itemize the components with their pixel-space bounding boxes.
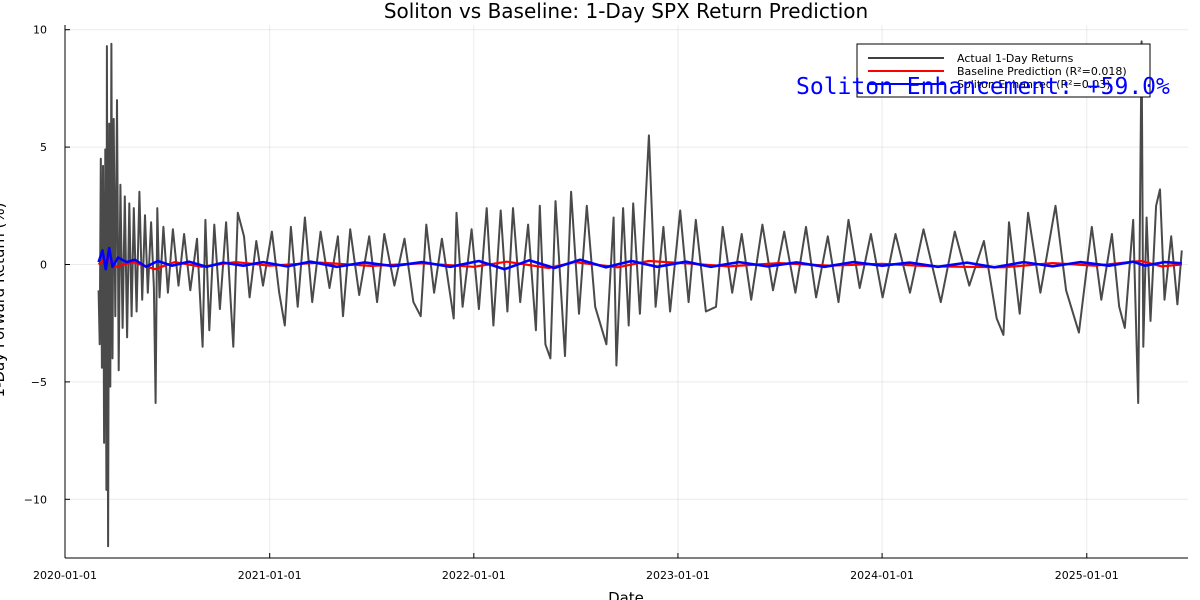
x-tick-label: 2021-01-01 <box>238 569 302 582</box>
x-tick-label: 2024-01-01 <box>850 569 914 582</box>
y-tick-label: −10 <box>24 493 47 506</box>
x-tick-label: 2025-01-01 <box>1055 569 1119 582</box>
y-tick-label: 5 <box>40 141 47 154</box>
x-tick-label: 2020-01-01 <box>33 569 97 582</box>
chart-title: Soliton vs Baseline: 1-Day SPX Return Pr… <box>384 0 868 23</box>
y-tick-label: 0 <box>40 258 47 271</box>
y-axis-label: 1-Day Forward Return (%) <box>0 203 8 398</box>
soliton-enhanced-line <box>97 246 1182 271</box>
x-tick-label: 2023-01-01 <box>646 569 710 582</box>
legend-item-actual-label: Actual 1-Day Returns <box>957 52 1074 65</box>
legend-item-baseline-label: Baseline Prediction (R²=0.018) <box>957 65 1127 78</box>
axes <box>64 25 1188 559</box>
soliton-enhancement-annotation: Soliton Enhancement: +59.0% <box>796 74 1170 100</box>
legend-item-soliton-label: Soliton Enhanced (R²=0.03) <box>957 78 1111 91</box>
tick-labels: 2020-01-01 2021-01-01 2022-01-01 2023-01-01… <box>24 24 1119 582</box>
y-tick-label: 10 <box>33 24 47 37</box>
x-axis-label: Date <box>608 589 644 600</box>
x-tick-label: 2022-01-01 <box>442 569 506 582</box>
series-layer <box>97 40 1183 548</box>
actual-returns-line <box>97 40 1183 548</box>
y-tick-label: −5 <box>31 376 47 389</box>
